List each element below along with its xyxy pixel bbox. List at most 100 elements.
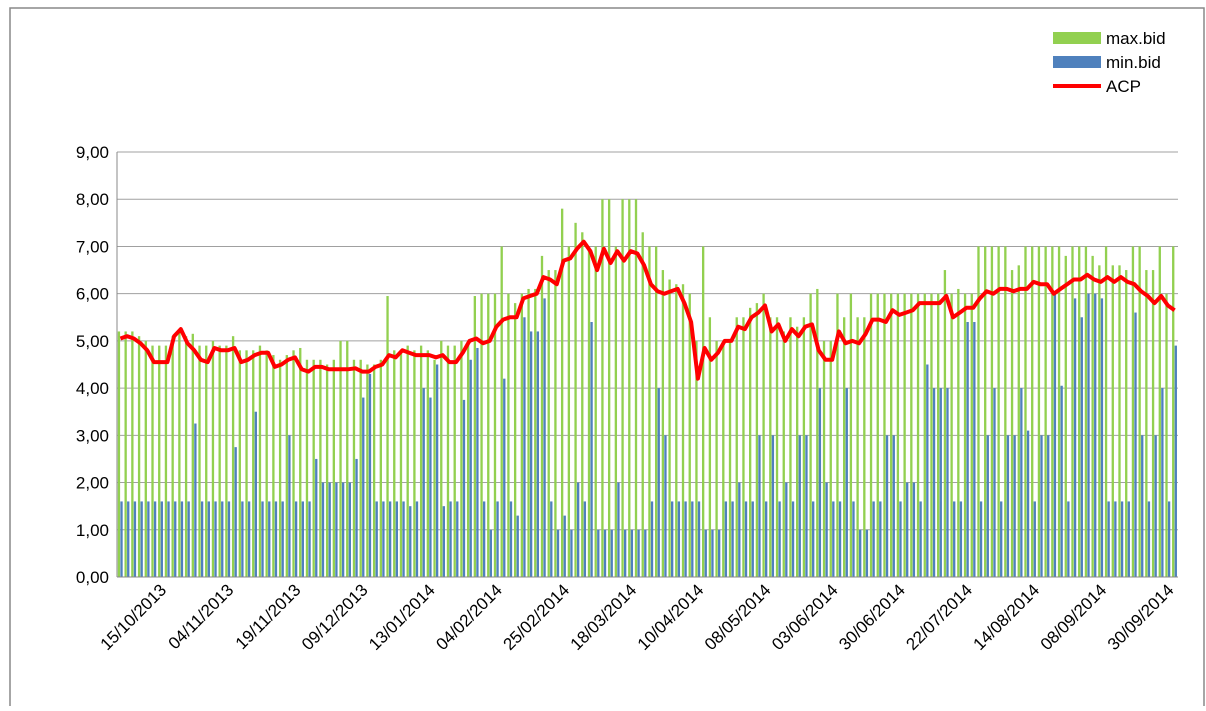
bar — [225, 345, 228, 577]
bar — [137, 336, 141, 577]
bar — [375, 501, 378, 577]
bar — [637, 529, 640, 577]
bar — [382, 501, 385, 577]
bar — [285, 355, 288, 577]
bar — [890, 293, 893, 577]
bar — [1111, 265, 1114, 577]
bar — [419, 345, 423, 577]
bar — [818, 388, 822, 577]
bar — [194, 423, 197, 577]
bar — [751, 501, 754, 577]
bar — [614, 246, 618, 577]
bar — [500, 246, 503, 577]
bar — [1047, 435, 1050, 577]
bar — [607, 199, 611, 577]
bar — [493, 293, 497, 577]
bar — [863, 317, 866, 577]
bar — [503, 378, 506, 577]
bar — [1107, 501, 1110, 577]
bar — [849, 293, 853, 577]
bar — [466, 340, 470, 577]
bar — [1087, 293, 1090, 577]
bar — [554, 270, 557, 577]
bar — [402, 501, 405, 577]
bar — [832, 501, 835, 577]
bar — [453, 345, 456, 577]
bar — [977, 246, 980, 577]
bar — [440, 340, 443, 577]
bar — [923, 293, 926, 577]
bar — [117, 331, 121, 577]
bar — [1104, 246, 1108, 577]
bar — [583, 501, 587, 577]
bar — [386, 296, 389, 577]
bar — [1013, 435, 1016, 577]
bar — [164, 345, 168, 577]
bar — [456, 501, 459, 577]
bar — [158, 345, 161, 577]
bar — [1071, 246, 1074, 577]
bar — [829, 340, 832, 577]
bar — [1167, 501, 1171, 577]
bar — [218, 345, 221, 577]
bar — [124, 331, 127, 577]
bar — [211, 340, 215, 577]
bar — [892, 435, 895, 577]
bar — [1161, 388, 1164, 577]
bar — [272, 355, 275, 577]
bar — [171, 336, 174, 577]
bar — [1131, 246, 1135, 577]
bar — [359, 359, 362, 577]
bar — [1051, 246, 1054, 577]
bar — [731, 501, 734, 577]
legend-label: min.bid — [1106, 53, 1161, 72]
bar — [718, 529, 721, 577]
bar — [435, 364, 439, 577]
bar — [959, 501, 963, 577]
bar — [1158, 246, 1161, 577]
bar — [536, 331, 540, 577]
bar — [603, 529, 607, 577]
bar — [785, 482, 788, 577]
bar — [641, 232, 644, 577]
bar — [728, 340, 732, 577]
legend-label: ACP — [1106, 77, 1141, 96]
bar — [254, 411, 257, 577]
bar — [480, 293, 483, 577]
bar — [661, 270, 665, 577]
bar — [388, 501, 392, 577]
bar — [1125, 270, 1128, 577]
bar — [758, 435, 761, 577]
bar — [648, 246, 651, 577]
bar — [782, 331, 785, 577]
bar — [1057, 246, 1061, 577]
bar — [594, 246, 597, 577]
y-tick-label: 2,00 — [76, 474, 109, 493]
bar — [657, 388, 660, 577]
line — [119, 239, 1176, 381]
bar — [362, 397, 365, 577]
bar — [993, 388, 996, 577]
bar — [697, 501, 701, 577]
bar — [1154, 435, 1157, 577]
bar — [1010, 270, 1014, 577]
legend-label: max.bid — [1106, 29, 1166, 48]
bar — [200, 501, 204, 577]
bar — [348, 482, 351, 577]
bar — [238, 350, 241, 577]
bar — [1078, 246, 1081, 577]
bar — [460, 340, 463, 577]
y-tick-label: 4,00 — [76, 379, 109, 398]
bar — [534, 288, 537, 577]
bar — [446, 345, 450, 577]
bar — [469, 359, 472, 577]
bar — [997, 246, 1000, 577]
bar — [550, 501, 553, 577]
bar — [896, 293, 900, 577]
bar — [312, 359, 315, 577]
bar — [742, 317, 745, 577]
bar — [127, 501, 130, 577]
bar — [650, 501, 654, 577]
bar — [372, 364, 376, 577]
